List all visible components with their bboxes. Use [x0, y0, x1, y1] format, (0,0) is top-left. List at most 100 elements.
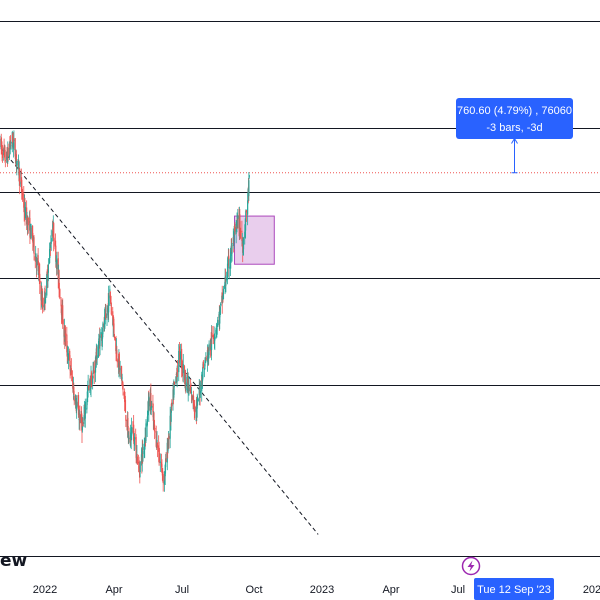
- candle[interactable]: [21, 188, 24, 202]
- candle[interactable]: [145, 419, 147, 443]
- candle[interactable]: [199, 382, 201, 399]
- candle[interactable]: [150, 406, 152, 416]
- candle[interactable]: [196, 398, 198, 422]
- candle[interactable]: [16, 160, 18, 176]
- candle[interactable]: [4, 144, 6, 163]
- candle[interactable]: [144, 427, 146, 450]
- candle[interactable]: [240, 227, 242, 239]
- candle[interactable]: [173, 379, 175, 401]
- candle[interactable]: [190, 379, 192, 393]
- dashed-trendline[interactable]: [1, 148, 319, 535]
- candle[interactable]: [78, 394, 80, 419]
- candle[interactable]: [67, 345, 69, 364]
- candle[interactable]: [10, 141, 12, 150]
- candle[interactable]: [3, 138, 5, 158]
- candle[interactable]: [73, 382, 75, 395]
- candle[interactable]: [185, 374, 187, 393]
- candle[interactable]: [73, 390, 75, 406]
- candle[interactable]: [35, 257, 37, 262]
- candle[interactable]: [205, 355, 207, 361]
- candle[interactable]: [49, 241, 52, 257]
- candle[interactable]: [106, 307, 109, 316]
- candle[interactable]: [213, 334, 215, 345]
- candle[interactable]: [54, 233, 56, 247]
- candle[interactable]: [234, 222, 236, 236]
- candle[interactable]: [13, 130, 15, 151]
- candle[interactable]: [78, 409, 80, 430]
- measure-tooltip[interactable]: 760.60 (4.79%) , 76060 -3 bars, -3d: [456, 98, 573, 139]
- candle[interactable]: [151, 400, 153, 408]
- candle[interactable]: [26, 200, 28, 231]
- candle[interactable]: [65, 325, 67, 347]
- candle[interactable]: [194, 399, 196, 419]
- candle[interactable]: [137, 454, 140, 473]
- lightning-icon[interactable]: [461, 556, 481, 576]
- candle[interactable]: [32, 225, 34, 251]
- candle[interactable]: [108, 285, 110, 323]
- candle[interactable]: [87, 380, 89, 403]
- candle[interactable]: [76, 397, 78, 419]
- candle[interactable]: [219, 307, 221, 318]
- candle[interactable]: [176, 365, 178, 388]
- candle[interactable]: [162, 471, 164, 492]
- candle[interactable]: [133, 433, 136, 452]
- candle[interactable]: [124, 388, 126, 412]
- candle[interactable]: [86, 398, 88, 414]
- candle[interactable]: [49, 242, 51, 265]
- candle[interactable]: [211, 325, 213, 345]
- candle[interactable]: [241, 220, 243, 247]
- candle[interactable]: [30, 223, 32, 240]
- candle[interactable]: [133, 415, 135, 444]
- candle[interactable]: [202, 359, 204, 369]
- candle[interactable]: [173, 383, 175, 395]
- candle[interactable]: [38, 265, 40, 282]
- candle[interactable]: [64, 330, 66, 347]
- candle[interactable]: [23, 199, 25, 222]
- candle[interactable]: [139, 461, 141, 478]
- candle[interactable]: [12, 141, 15, 158]
- candle[interactable]: [69, 355, 71, 379]
- candle[interactable]: [66, 340, 68, 364]
- candle[interactable]: [102, 321, 104, 338]
- candle[interactable]: [188, 376, 190, 396]
- candle[interactable]: [228, 249, 230, 277]
- candle[interactable]: [168, 433, 170, 449]
- candle[interactable]: [21, 177, 23, 200]
- candle[interactable]: [47, 272, 49, 288]
- candle[interactable]: [153, 420, 156, 440]
- candle[interactable]: [164, 463, 166, 486]
- candle[interactable]: [136, 453, 138, 465]
- candle[interactable]: [236, 212, 238, 233]
- candle[interactable]: [237, 208, 239, 229]
- candle[interactable]: [156, 442, 159, 458]
- candle[interactable]: [125, 414, 127, 428]
- candle[interactable]: [247, 192, 249, 226]
- candle[interactable]: [124, 395, 127, 413]
- candle[interactable]: [161, 468, 163, 481]
- candle[interactable]: [175, 376, 177, 385]
- candle[interactable]: [92, 372, 94, 390]
- candle[interactable]: [176, 360, 179, 377]
- candle[interactable]: [96, 344, 98, 366]
- candle[interactable]: [113, 333, 115, 341]
- candle[interactable]: [37, 260, 40, 281]
- candle[interactable]: [23, 186, 25, 213]
- candle[interactable]: [42, 288, 44, 314]
- candle[interactable]: [210, 325, 213, 361]
- candle[interactable]: [196, 393, 198, 418]
- candle[interactable]: [51, 221, 54, 242]
- candle[interactable]: [167, 431, 170, 449]
- candle[interactable]: [208, 340, 210, 358]
- candle[interactable]: [104, 307, 106, 329]
- candle[interactable]: [181, 343, 183, 378]
- candle[interactable]: [244, 224, 246, 245]
- candle[interactable]: [242, 236, 245, 256]
- candle[interactable]: [19, 167, 21, 195]
- candle[interactable]: [128, 431, 130, 444]
- candle[interactable]: [86, 386, 88, 406]
- candle[interactable]: [93, 360, 95, 385]
- candle[interactable]: [96, 345, 98, 364]
- candle[interactable]: [190, 383, 192, 393]
- candle[interactable]: [4, 149, 6, 168]
- candle[interactable]: [110, 295, 112, 305]
